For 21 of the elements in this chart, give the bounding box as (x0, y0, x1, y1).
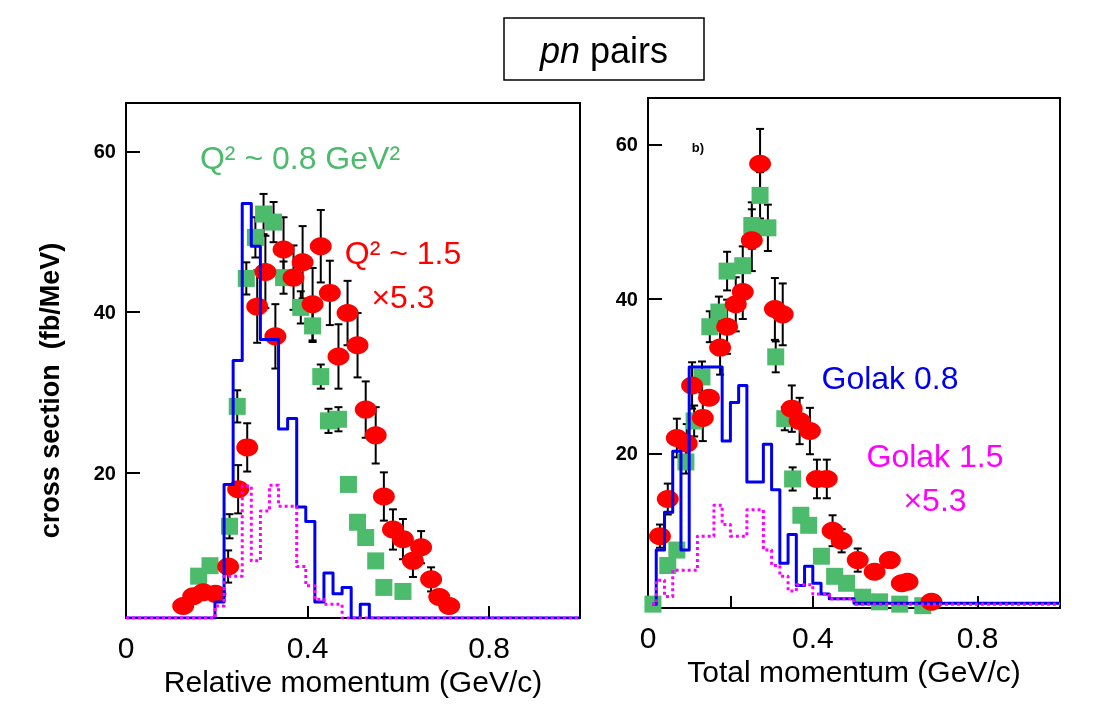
x-tick-label: 0.8 (468, 630, 511, 664)
series-label: Q² ~ 1.5 ×5.3 (344, 235, 462, 315)
x-tick-label: 0.4 (791, 620, 834, 654)
y-tick-label: 60 (615, 133, 638, 156)
chart-title: pn pairs (538, 29, 669, 71)
y-tick-label: 20 (93, 462, 116, 485)
y-tick-label: 20 (615, 442, 638, 465)
y-tick-label: 40 (93, 301, 116, 324)
x-axis-title: Relative momentum (GeV/c) (163, 665, 543, 699)
x-tick-label: 0.4 (286, 630, 329, 664)
text: Golak 1.5 ×5.3 (866, 438, 1004, 518)
x-tick-label: 0 (117, 630, 135, 664)
x-tick-label: 0.8 (956, 620, 999, 654)
x-tick-label: 0 (639, 620, 657, 654)
annotation: b) (691, 139, 705, 155)
series-label: Q² ~ 0.8 GeV² (199, 140, 401, 176)
y-tick-label: 60 (93, 140, 116, 163)
x-axis-title: Total momentum (GeV/c) (687, 655, 1021, 689)
y-tick-label: 40 (615, 287, 638, 310)
y-axis-title: cross section (fb/MeV) (35, 242, 65, 539)
text: Golak 0.8 (821, 360, 959, 396)
